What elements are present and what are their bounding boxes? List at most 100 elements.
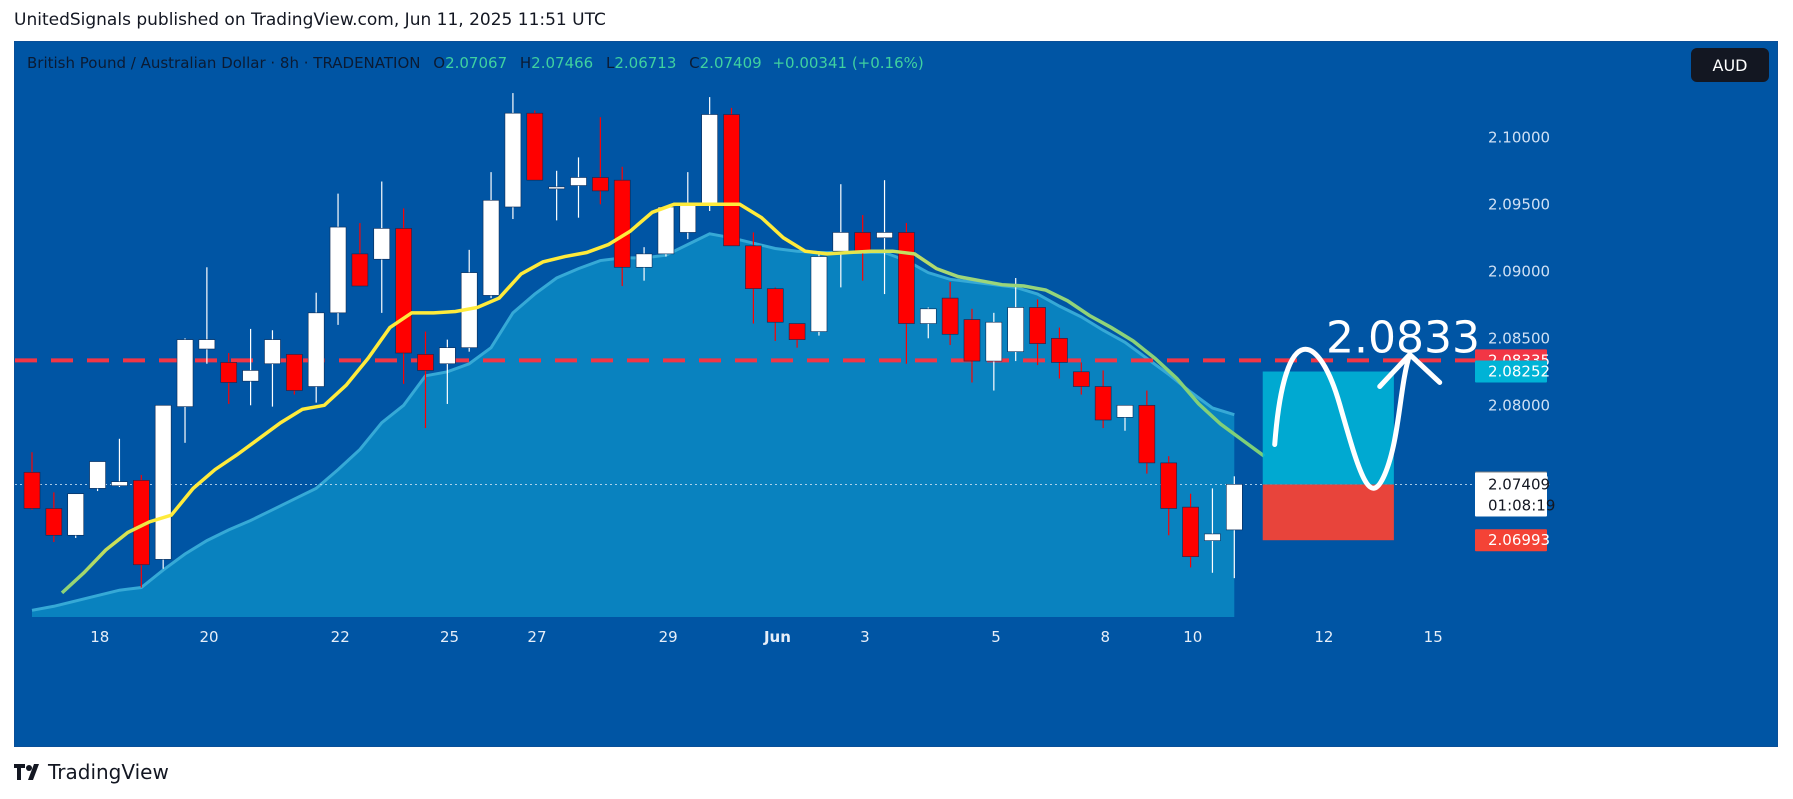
profit-zone [1262, 371, 1394, 485]
candle [198, 267, 216, 364]
x-tick-label: Jun [763, 628, 791, 646]
candle [176, 338, 194, 443]
candle-body [1094, 386, 1112, 421]
candle-body [264, 339, 281, 365]
target-price-label: 2.0833 [1326, 312, 1480, 363]
candle-body [67, 493, 85, 536]
candle-body [1226, 484, 1243, 531]
candle-body [592, 177, 609, 192]
candle-body [1160, 462, 1178, 509]
price-chart[interactable]: 2.0833 2.10000 2.09500 2.09000 2.08500 2.0800… [15, 42, 1777, 746]
y-tick-label: 2.10000 [1488, 128, 1550, 146]
candle [395, 208, 412, 384]
candle [985, 312, 1003, 391]
candle-body [941, 297, 959, 335]
legend-open-value: 2.07067 [445, 54, 508, 72]
candle-body [898, 232, 915, 324]
price-label-text: 2.08252 [1488, 363, 1550, 381]
chart-panel[interactable]: 2.0833 2.10000 2.09500 2.09000 2.08500 2.0800… [14, 41, 1778, 747]
candle [701, 97, 718, 211]
legend-close-label: C [689, 54, 700, 72]
candle-body [1138, 404, 1156, 464]
candle [1072, 362, 1090, 395]
candle [766, 287, 784, 341]
candle [526, 110, 544, 181]
tradingview-footer[interactable]: TradingView [14, 760, 169, 784]
candle [154, 404, 172, 569]
candle [1116, 404, 1134, 431]
legend-change: +0.00341 (+0.16%) [772, 54, 924, 72]
symbol-legend: British Pound / Australian Dollar · 8h ·… [27, 54, 924, 72]
candle [307, 292, 325, 403]
legend-symbol: British Pound / Australian Dollar · 8h ·… [27, 54, 421, 72]
x-tick-label: 8 [1101, 628, 1111, 646]
candle-body [482, 199, 500, 296]
candle [570, 157, 587, 218]
candle [854, 215, 871, 281]
candle [67, 493, 85, 538]
candle-body [1204, 533, 1221, 541]
candle [1182, 493, 1199, 568]
candle-body [1182, 506, 1199, 558]
candle-body [657, 206, 675, 255]
candle [482, 172, 500, 299]
candle [613, 166, 631, 287]
projection-wave [1272, 346, 1413, 491]
candle-body [1116, 404, 1134, 418]
candle-body [23, 471, 41, 509]
candle-body [176, 339, 194, 407]
candle-body [570, 177, 587, 186]
candle [1226, 476, 1243, 579]
candle-body [154, 404, 172, 560]
legend-high-label: H [519, 54, 532, 72]
candle [89, 461, 106, 492]
candle-body [45, 508, 63, 536]
candle [111, 438, 128, 488]
candle [504, 93, 522, 220]
candle-body [198, 339, 216, 350]
published-header: UnitedSignals published on TradingView.c… [14, 10, 606, 30]
candle [460, 249, 478, 352]
candle-body [832, 232, 850, 252]
candle-body [810, 256, 828, 332]
candle [373, 181, 391, 313]
candle [45, 492, 63, 542]
x-tick-label: 25 [440, 628, 459, 646]
candle-body [1072, 371, 1090, 387]
candle-body [439, 347, 456, 365]
candle [723, 107, 740, 247]
legend-high-value: 2.07466 [531, 54, 594, 72]
candle [832, 184, 850, 288]
candle-body [286, 354, 303, 391]
x-tick-label: 18 [90, 628, 109, 646]
price-label-box [1475, 472, 1547, 517]
y-tick-label: 2.09500 [1488, 195, 1550, 213]
candle-body [701, 114, 718, 204]
candle [810, 251, 828, 336]
candle [592, 117, 609, 205]
currency-button[interactable]: AUD [1691, 48, 1769, 82]
candle [23, 452, 41, 510]
candle [1029, 299, 1046, 366]
x-tick-label: 10 [1183, 628, 1202, 646]
candle [1160, 456, 1178, 536]
candle [1051, 327, 1068, 379]
candle [788, 323, 806, 348]
candle [1204, 488, 1221, 573]
x-tick-label: 12 [1314, 628, 1333, 646]
y-tick-label: 2.08000 [1488, 396, 1550, 414]
candle-body [329, 226, 347, 314]
candle [876, 180, 893, 295]
candle-body [242, 370, 259, 382]
candle [1007, 277, 1025, 362]
candle [264, 330, 281, 407]
legend-low-label: L [605, 54, 615, 72]
candle-body [351, 253, 369, 287]
loss-zone [1262, 484, 1394, 541]
candle-body [395, 228, 412, 354]
candle-body [89, 461, 106, 489]
candle [1138, 390, 1156, 474]
candle-body [548, 186, 565, 190]
candle-body [679, 202, 697, 233]
candle [439, 339, 456, 404]
